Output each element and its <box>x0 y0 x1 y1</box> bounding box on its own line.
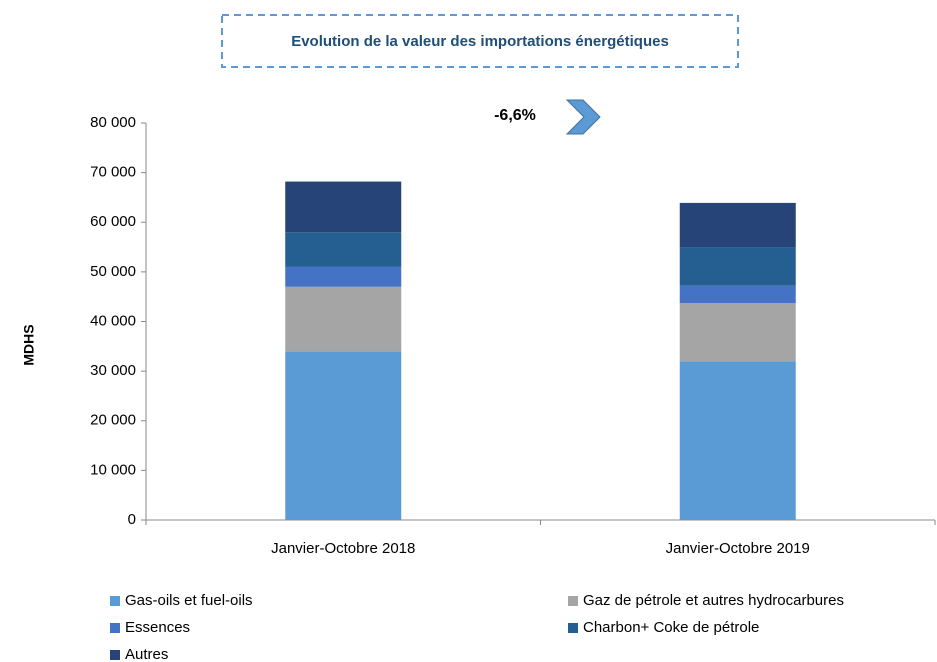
bar-segment <box>679 202 796 248</box>
legend-swatch <box>110 623 120 633</box>
bar-segment <box>285 181 402 233</box>
bar-segment <box>679 247 796 286</box>
bar-segment <box>285 286 402 352</box>
y-tick-label: 40 000 <box>90 312 136 329</box>
y-tick-label: 60 000 <box>90 213 136 230</box>
legend-label: Charbon+ Coke de pétrole <box>583 619 759 636</box>
bar-segment <box>679 361 796 520</box>
y-tick-label: 20 000 <box>90 412 136 429</box>
legend-label: Essences <box>125 619 190 636</box>
legend-swatch <box>110 596 120 606</box>
x-tick-label: Janvier-Octobre 2018 <box>271 540 415 557</box>
y-tick-label: 0 <box>128 511 136 528</box>
y-tick-label: 70 000 <box>90 164 136 181</box>
y-tick-label: 10 000 <box>90 461 136 478</box>
y-tick-label: 30 000 <box>90 362 136 379</box>
bar-segment <box>679 285 796 304</box>
arrow <box>565 99 601 135</box>
x-tick-label: Janvier-Octobre 2019 <box>666 540 810 557</box>
chart-title: Evolution de la valeur des importations … <box>291 33 669 50</box>
legend-swatch <box>110 650 120 660</box>
bar-segment <box>285 266 402 287</box>
y-axis-label: MDHS <box>21 324 37 365</box>
legend-swatch <box>568 623 578 633</box>
bar-segment <box>285 232 402 267</box>
bar-segment <box>285 351 402 520</box>
annotation: -6,6% <box>494 107 536 124</box>
bar-segment <box>679 303 796 362</box>
y-tick-label: 80 000 <box>90 114 136 131</box>
y-tick-label: 50 000 <box>90 263 136 280</box>
legend-label: Autres <box>125 646 168 662</box>
legend-swatch <box>568 596 578 606</box>
title-box <box>221 14 739 68</box>
legend-label: Gaz de pétrole et autres hydrocarbures <box>583 592 844 609</box>
legend-label: Gas-oils et fuel-oils <box>125 592 253 609</box>
